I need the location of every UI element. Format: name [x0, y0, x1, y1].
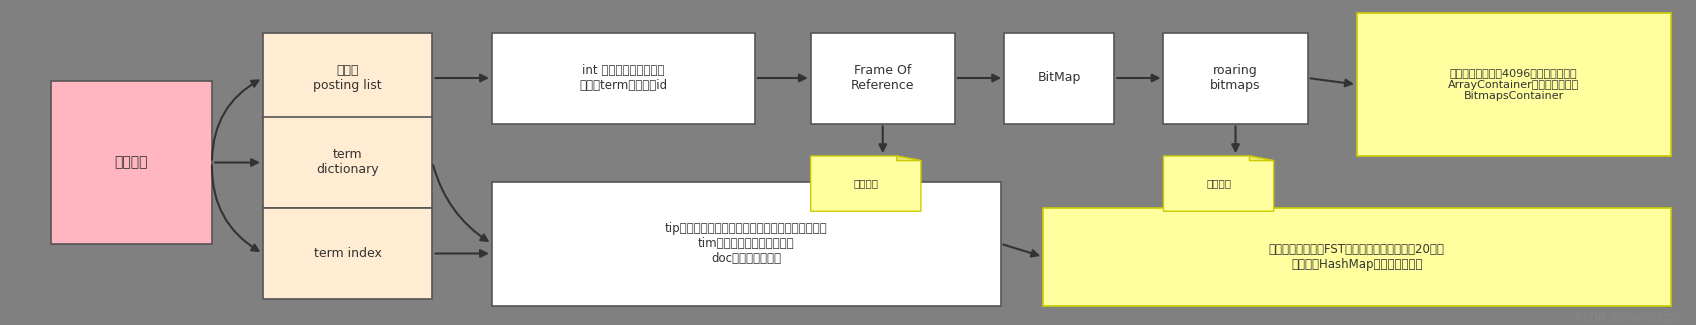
Text: CSDN @Elastic开源社区: CSDN @Elastic开源社区 [1576, 312, 1679, 322]
FancyBboxPatch shape [811, 32, 955, 124]
Text: 极大的节省内存，FST压缩倍率最高可以达到20倍，
性能不如HashMap但是也很不错。: 极大的节省内存，FST压缩倍率最高可以达到20倍， 性能不如HashMap但是也… [1269, 243, 1445, 271]
FancyBboxPatch shape [1357, 13, 1671, 156]
Text: term index: term index [314, 247, 382, 260]
FancyBboxPatch shape [263, 117, 432, 208]
Text: 倒排索引: 倒排索引 [115, 155, 148, 170]
Text: 稠密数组: 稠密数组 [853, 179, 879, 188]
Text: roaring
bitmaps: roaring bitmaps [1211, 64, 1260, 92]
FancyBboxPatch shape [492, 32, 755, 124]
Text: 倒排表
posting list: 倒排表 posting list [314, 64, 382, 92]
FancyBboxPatch shape [263, 208, 432, 299]
Polygon shape [1250, 156, 1274, 161]
FancyBboxPatch shape [1043, 208, 1671, 306]
FancyBboxPatch shape [51, 81, 212, 244]
Polygon shape [897, 156, 921, 161]
FancyBboxPatch shape [263, 32, 432, 124]
Polygon shape [811, 156, 921, 211]
Text: term
dictionary: term dictionary [317, 149, 378, 176]
Text: tip：词典索引，存放前缀后缀指针，需要内存加载
tim：后缀词块，倒排表指针
doc：倒排表、词频: tip：词典索引，存放前缀后缀指针，需要内存加载 tim：后缀词块，倒排表指针 … [665, 222, 828, 265]
FancyBboxPatch shape [492, 182, 1001, 306]
Text: int 有序数组：存储了匹
配某个term的所有的id: int 有序数组：存储了匹 配某个term的所有的id [580, 64, 667, 92]
Polygon shape [1163, 156, 1274, 211]
FancyBboxPatch shape [1163, 32, 1308, 124]
FancyBboxPatch shape [1004, 32, 1114, 124]
Text: BitMap: BitMap [1038, 72, 1080, 84]
Text: Frame Of
Reference: Frame Of Reference [851, 64, 914, 92]
Text: 当文档数量不超过4096个的时候，使用
ArrayContainer存储，否则使用
BitmapsContainer: 当文档数量不超过4096个的时候，使用 ArrayContainer存储，否则使… [1448, 68, 1579, 101]
Text: 稀疏数组: 稀疏数组 [1206, 179, 1231, 188]
